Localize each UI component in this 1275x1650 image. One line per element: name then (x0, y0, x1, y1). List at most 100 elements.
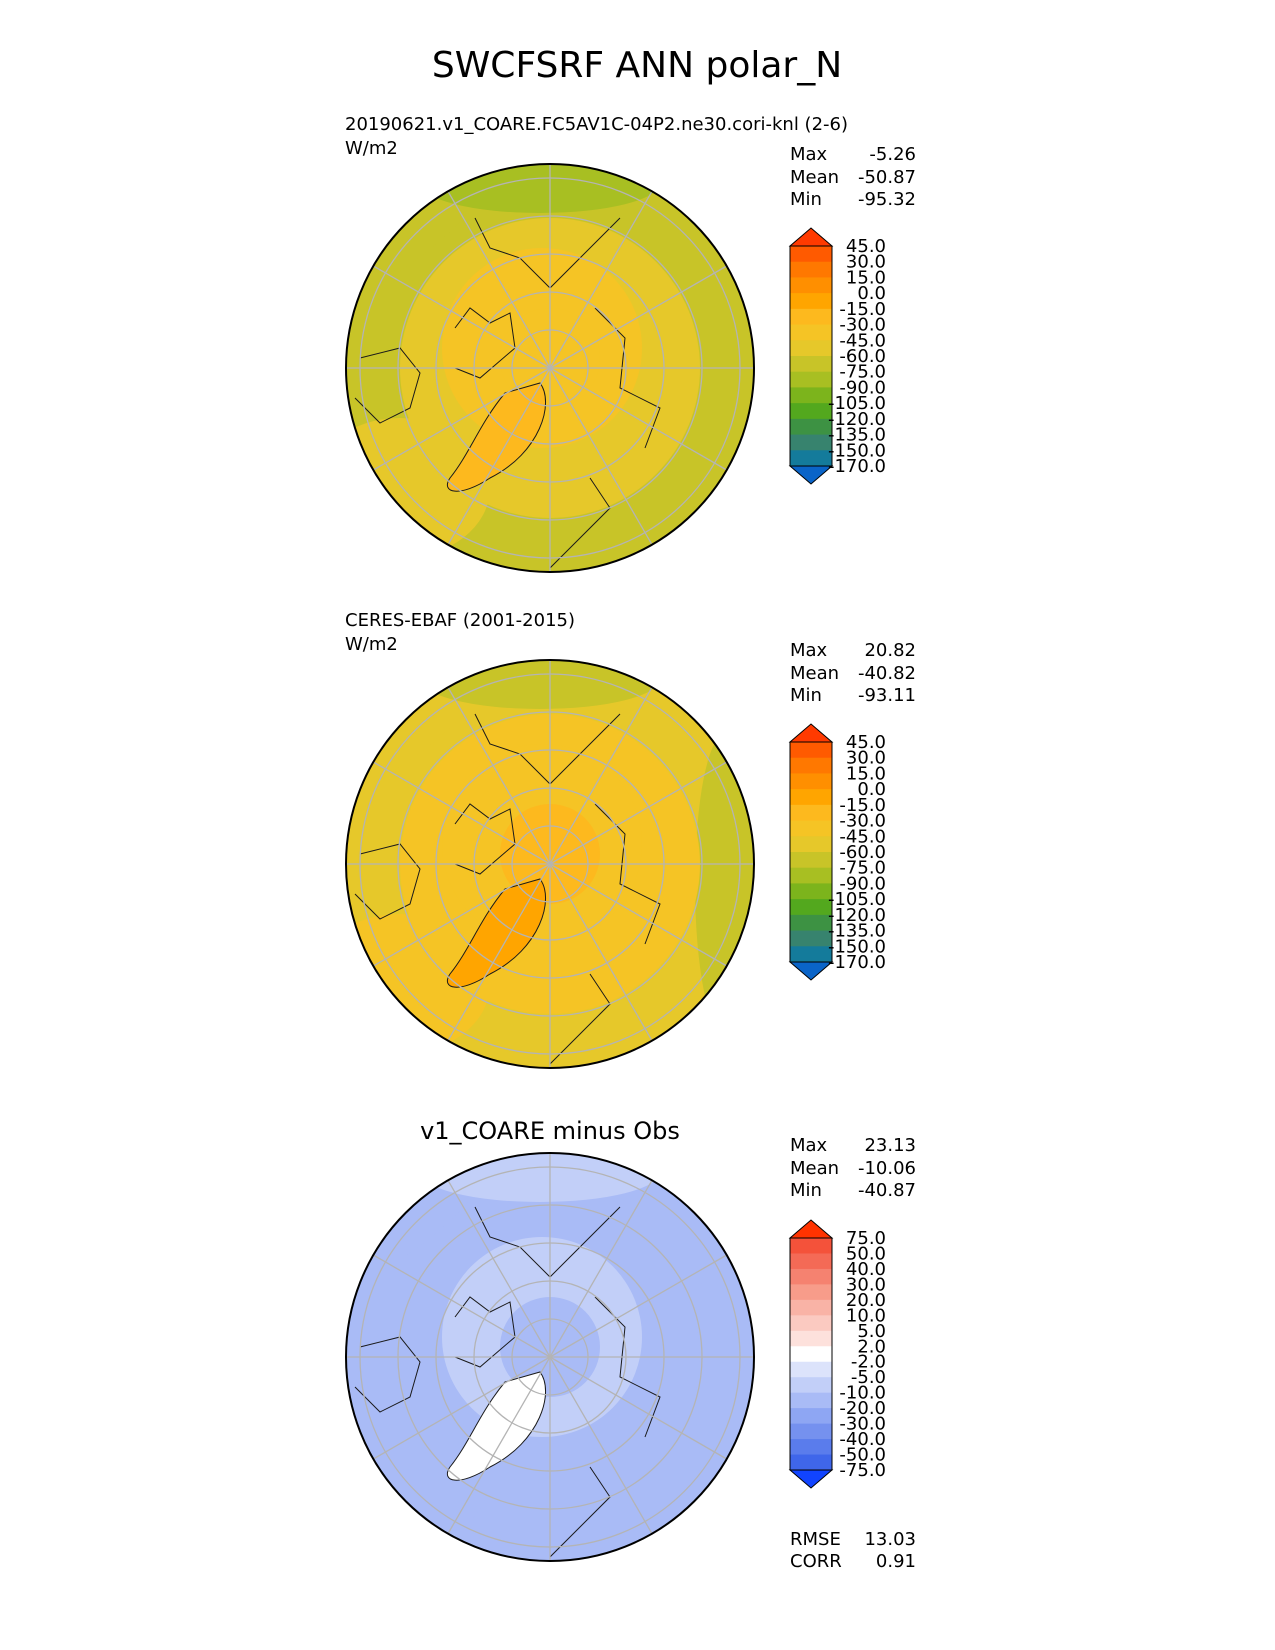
stat-label-mean: Mean (790, 167, 839, 188)
colorbar-segment (790, 1377, 832, 1394)
coastlines (354, 1206, 661, 1558)
stat-value-mean: -50.87 (858, 167, 916, 188)
panel-3-colorbar: 75.050.040.030.020.010.05.02.0-2.0-5.0-1… (788, 1219, 886, 1489)
colorbar-segment (790, 1330, 832, 1347)
meridian-line (447, 367, 551, 545)
colorbar-tick-label: -60.0 (839, 346, 886, 367)
colorbar-tick-label: 15.0 (846, 267, 886, 288)
panel-3-title: v1_COARE minus Obs (420, 1117, 680, 1145)
meridian-line (373, 1356, 551, 1460)
colorbar-tick-label: -5.0 (851, 1367, 886, 1388)
colorbar-extend-top (788, 227, 834, 247)
meridian-line (549, 863, 653, 1041)
colorbar-segment (790, 340, 832, 357)
panel-3-stats: Max 23.13 Mean -10.06 Min -40.87 (790, 1135, 916, 1201)
greenland-coastline (447, 382, 547, 492)
meridian-line (373, 265, 551, 369)
colorbar-segment (790, 914, 832, 932)
colorbar-tick-label: -15.0 (839, 299, 886, 320)
stat-value-mean: -10.06 (858, 1158, 916, 1179)
colorbar-tick-label: -105.0 (828, 393, 886, 414)
colorbar-segment (790, 946, 832, 963)
hudson-bay-coastline (354, 1336, 421, 1413)
meridian-line (373, 367, 551, 471)
greenland-coastline (447, 878, 547, 988)
colorbar-segment (790, 899, 832, 916)
panel-2-map-boundary (345, 659, 755, 1069)
meridian-line (549, 687, 653, 865)
colorbar-extend-top (788, 1219, 834, 1239)
colorbar-tick-label: -90.0 (839, 377, 886, 398)
panel-1-map (346, 164, 754, 572)
colorbar-segment (790, 1439, 832, 1456)
colorbar-tick-label: 10.0 (846, 1305, 886, 1326)
colorbar-segment (790, 371, 832, 388)
colorbar-segment (790, 804, 832, 822)
field-tropics-east (695, 1227, 754, 1527)
colorbar-segment (790, 836, 832, 853)
meridian-line (549, 367, 653, 545)
colorbar-tick-label: -40.0 (839, 1429, 886, 1450)
colorbar-segment (790, 1238, 832, 1254)
colorbar-tick-label: 15.0 (846, 763, 886, 784)
colorbar-tick-label: -30.0 (839, 1414, 886, 1435)
colorbar-segment (790, 387, 832, 404)
meridian-line (549, 1254, 727, 1358)
colorbar-tick-label: -2.0 (851, 1352, 886, 1373)
stat-label-mean: Mean (790, 1158, 839, 1179)
colorbar-segment (790, 1408, 832, 1425)
metric-label-rmse: RMSE (790, 1529, 841, 1550)
colorbar-frame (789, 741, 833, 963)
stat-value-max: 23.13 (864, 1135, 916, 1156)
meridian-line (373, 863, 551, 967)
colorbar-tick-label: 30.0 (846, 1274, 886, 1295)
meridian-line (447, 687, 551, 865)
graticule (346, 1153, 754, 1561)
panel-3: v1_COARE minus Obs Max 23.13 Mean -10.06… (345, 1117, 916, 1572)
colorbar-segment (790, 789, 832, 806)
stat-value-max: -5.26 (869, 144, 916, 165)
panel-2-stats: Max 20.82 Mean -40.82 Min -93.11 (790, 640, 916, 706)
panel-3-map (346, 1153, 754, 1561)
graticule (346, 660, 754, 1068)
panel-3-map-boundary (345, 1152, 755, 1562)
colorbar-tick-label: -15.0 (839, 795, 886, 816)
scandinavia-coastline (549, 973, 611, 1065)
colorbar-segment (790, 324, 832, 341)
colorbar-segment (790, 1268, 832, 1285)
stat-value-min: -95.32 (858, 189, 916, 210)
colorbar-extend-bottom (788, 465, 834, 485)
colorbar-tick-label: -120.0 (828, 905, 886, 926)
colorbar-tick-label: -30.0 (839, 315, 886, 336)
colorbar-segment (790, 1392, 832, 1409)
colorbar-tick-label: -75.0 (839, 362, 886, 383)
stat-label-max: Max (790, 1135, 828, 1156)
colorbar-segment (790, 773, 832, 790)
colorbar-tick-label: 40.0 (846, 1259, 886, 1280)
panel-1: 20190621.v1_COARE.FC5AV1C-04P2.ne30.cori… (345, 114, 916, 573)
panel-1-colorbar: 45.030.015.00.0-15.0-30.0-45.0-60.0-75.0… (788, 227, 886, 485)
stat-label-min: Min (790, 189, 822, 210)
colorbar-tick-label: -20.0 (839, 1398, 886, 1419)
colorbar-tick-label: -10.0 (839, 1383, 886, 1404)
panel-1-stats: Max -5.26 Mean -50.87 Min -95.32 (790, 144, 916, 210)
figure-title: SWCFSRF ANN polar_N (432, 45, 842, 86)
meridian-line (549, 265, 727, 369)
stat-label-mean: Mean (790, 663, 839, 684)
alaska-coastline (474, 217, 621, 289)
colorbar-segment (790, 293, 832, 310)
colorbar-tick-label: -135.0 (828, 921, 886, 942)
colorbar-tick-label: -120.0 (828, 409, 886, 430)
meridian-line (447, 1356, 551, 1534)
colorbar-segment (790, 1253, 832, 1270)
colorbar-tick-label: 2.0 (857, 1336, 886, 1357)
colorbar-tick-label: 75.0 (846, 1228, 886, 1249)
colorbar-tick-label: 50.0 (846, 1243, 886, 1264)
colorbar-extend-bottom (788, 1469, 834, 1489)
canadian-archipelago-coastline (454, 307, 516, 379)
scandinavia-coastline (549, 1466, 611, 1558)
scandinavia-coastline (549, 477, 611, 569)
colorbar-segment (790, 246, 832, 263)
field-tropics-east (695, 734, 754, 1034)
panel-1-units: W/m2 (345, 138, 398, 159)
